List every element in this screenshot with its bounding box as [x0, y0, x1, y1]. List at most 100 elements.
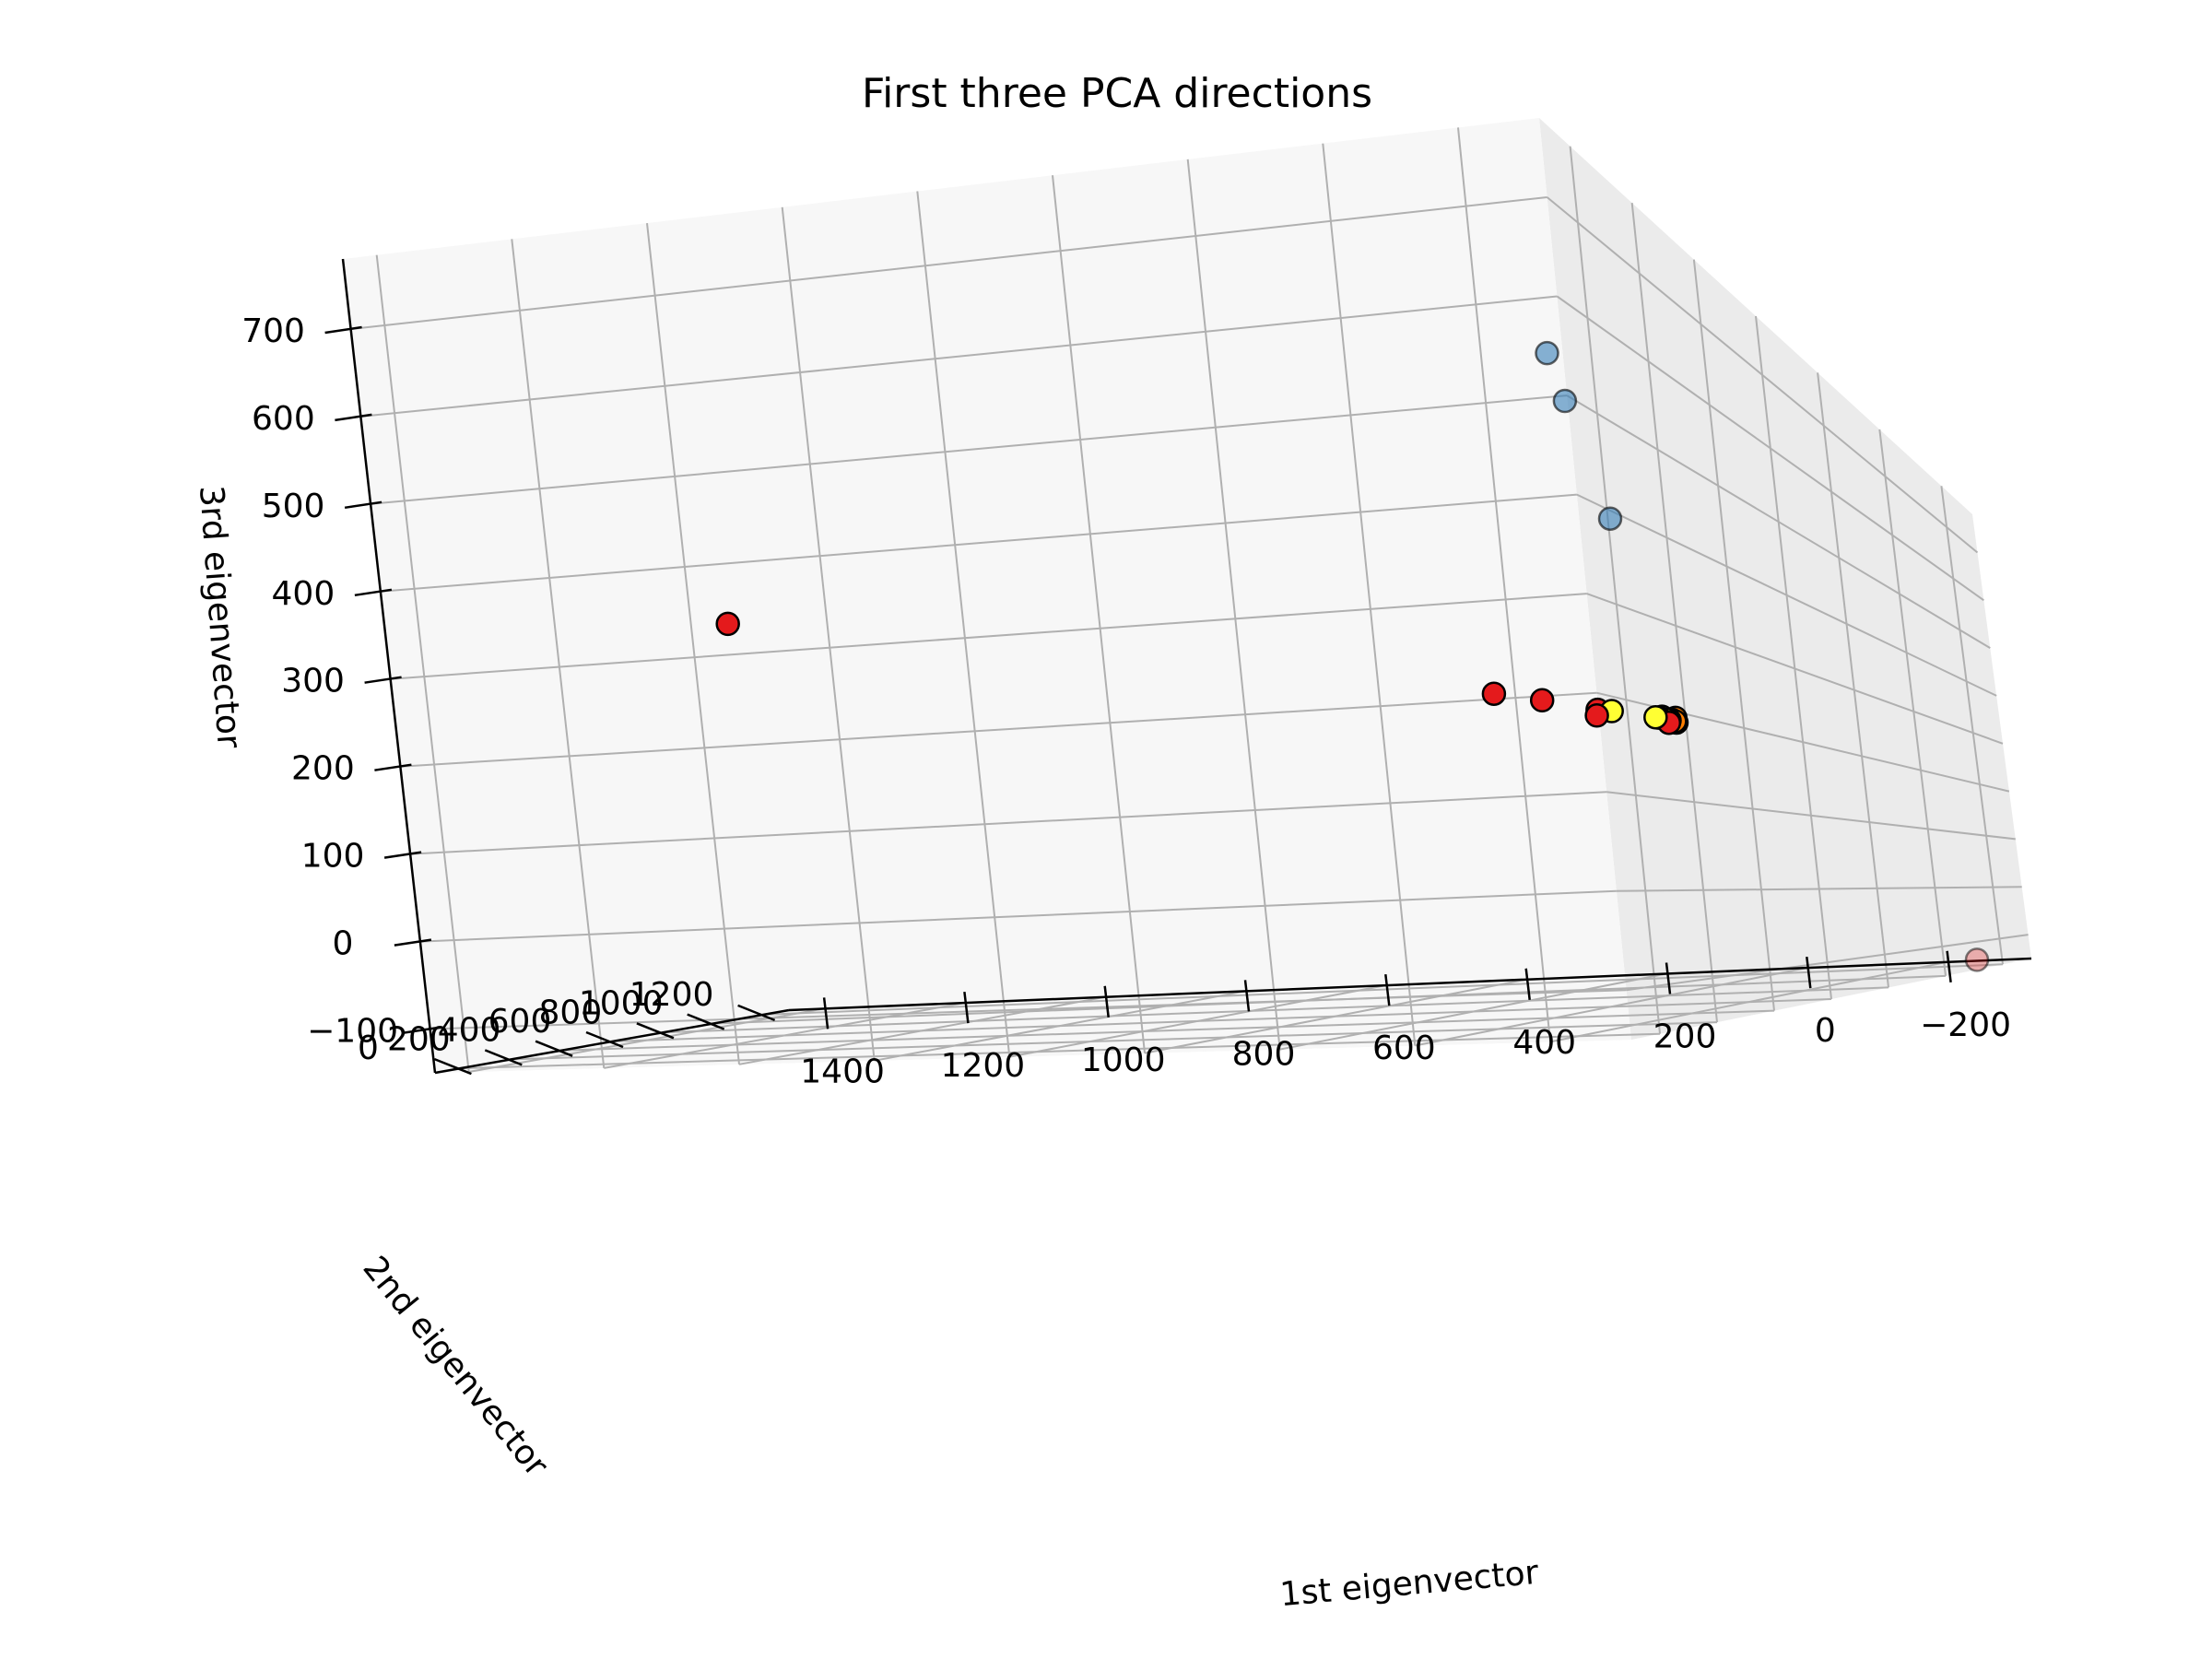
- y-tick-label: 400: [438, 1012, 501, 1050]
- y-tick-label: 1200: [629, 976, 714, 1014]
- x-tick: [1103, 985, 1110, 1018]
- z-tick: [374, 763, 412, 771]
- y-tick: [737, 1004, 776, 1022]
- z-grid-line-right-wall: [1576, 493, 1997, 697]
- z-tick: [354, 588, 393, 597]
- y-grid-line-right-wall: [1630, 202, 1718, 1023]
- scatter-point-blue: [1535, 340, 1559, 366]
- x-tick-label: 600: [1372, 1030, 1436, 1067]
- scatter-point-red: [1481, 681, 1507, 706]
- y-tick-label: 1000: [579, 985, 664, 1023]
- x-tick-label: 0: [1815, 1012, 1836, 1050]
- scatter-point-red: [1964, 947, 1990, 972]
- x-tick: [822, 997, 830, 1030]
- y-grid-line-floor: [611, 998, 1832, 1042]
- z-grid-line-right-wall: [1626, 934, 2029, 992]
- x-grid-line-back-wall: [916, 191, 1011, 1057]
- scatter-point-red: [1584, 703, 1609, 728]
- x-tick-label: 200: [1653, 1018, 1717, 1056]
- z-grid-line-right-wall: [1616, 886, 2022, 892]
- back-wall-pane: [343, 118, 1631, 1073]
- y-grid-line-right-wall: [1755, 315, 1832, 1000]
- scatter-point-blue: [1597, 506, 1623, 531]
- z-grid-line-back-wall: [360, 295, 1558, 418]
- y-axis-label: 2nd eigenvector: [355, 1250, 555, 1485]
- z-tick-label: 500: [262, 488, 325, 525]
- y-grid-line-floor: [662, 986, 1889, 1034]
- z-grid-line-back-wall: [400, 691, 1597, 768]
- z-tick: [394, 938, 432, 947]
- z-tick-label: 700: [241, 312, 305, 350]
- y-grid-line-right-wall: [1817, 372, 1889, 988]
- data-points: [715, 340, 1990, 972]
- z-grid-line-back-wall: [380, 493, 1577, 593]
- y-tick-label: 200: [387, 1020, 451, 1058]
- scatter-point-blue: [1552, 388, 1578, 414]
- x-tick-label: 400: [1512, 1024, 1576, 1062]
- x-tick-label: −200: [1920, 1006, 2011, 1044]
- y-tick-label: 800: [539, 994, 603, 1031]
- y-tick: [636, 1022, 675, 1040]
- chart-title: First three PCA directions: [862, 70, 1372, 117]
- z-grid-line-back-wall: [350, 196, 1547, 330]
- z-grid-line-back-wall: [371, 394, 1568, 505]
- z-grid-line-right-wall: [1606, 791, 2016, 841]
- z-tick-label: −100: [307, 1013, 398, 1051]
- z-grid-line-right-wall: [1566, 394, 1991, 649]
- x-grid-line-back-wall: [1322, 143, 1417, 1046]
- scatter-point-yellow: [1643, 704, 1668, 730]
- y-grid-line-floor: [561, 1009, 1775, 1052]
- x-grid-line-back-wall: [1052, 175, 1146, 1053]
- y-tick-label: 0: [358, 1030, 379, 1067]
- x-grid-line-back-wall: [781, 206, 876, 1061]
- scatter-point-red: [1529, 688, 1555, 713]
- y-tick: [687, 1013, 725, 1030]
- x-grid-line-back-wall: [511, 239, 606, 1069]
- z-tick-label: 400: [272, 575, 335, 613]
- x-tick: [1243, 980, 1251, 1012]
- z-axis-label: 3rd eigenvector: [192, 484, 248, 749]
- y-tick: [585, 1030, 624, 1049]
- grid-lines: [350, 127, 2029, 1073]
- z-tick-label: 200: [291, 750, 355, 788]
- x-tick-label: 800: [1232, 1035, 1296, 1073]
- y-grid-line-right-wall: [1878, 429, 1947, 977]
- x-tick-label: 1000: [1081, 1041, 1166, 1079]
- y-grid-line-right-wall: [1692, 259, 1775, 1011]
- z-tick-label: 100: [301, 838, 365, 876]
- z-tick: [335, 413, 372, 422]
- y-grid-line-right-wall: [1569, 146, 1661, 1034]
- x-grid-line-back-wall: [1457, 127, 1551, 1042]
- x-tick: [1946, 950, 1952, 982]
- x-grid-line-back-wall: [1186, 159, 1281, 1050]
- y-grid-line-floor: [511, 1021, 1718, 1061]
- z-grid-line-back-wall: [419, 889, 1617, 943]
- z-tick: [324, 325, 362, 335]
- z-grid-line-back-wall: [410, 791, 1607, 855]
- x-axis-label: 1st eigenvector: [1278, 1554, 1540, 1614]
- z-tick-label: 0: [332, 925, 353, 963]
- x-axis-line: [788, 957, 2032, 1012]
- x-tick: [1665, 962, 1672, 994]
- x-tick-label: 1400: [800, 1053, 885, 1090]
- z-axis-line: [341, 258, 437, 1074]
- z-tick: [404, 1026, 441, 1034]
- z-grid-line-back-wall: [390, 593, 1587, 680]
- y-tick-label: 600: [488, 1003, 552, 1041]
- x-tick: [1384, 973, 1391, 1006]
- z-grid-line-back-wall: [429, 989, 1627, 1030]
- y-tick: [433, 1057, 472, 1076]
- y-grid-line-floor: [763, 963, 2004, 1016]
- tick-marks: [324, 325, 1952, 1076]
- y-tick: [535, 1040, 573, 1057]
- z-grid-line-right-wall: [1556, 295, 1984, 602]
- z-tick: [344, 500, 382, 510]
- z-tick: [383, 851, 422, 859]
- x-grid-line-back-wall: [646, 222, 740, 1065]
- axes-panes: [343, 118, 2031, 1073]
- x-tick-label: 1200: [941, 1047, 1026, 1085]
- y-grid-line-right-wall: [1940, 486, 2004, 965]
- y-tick: [484, 1049, 523, 1066]
